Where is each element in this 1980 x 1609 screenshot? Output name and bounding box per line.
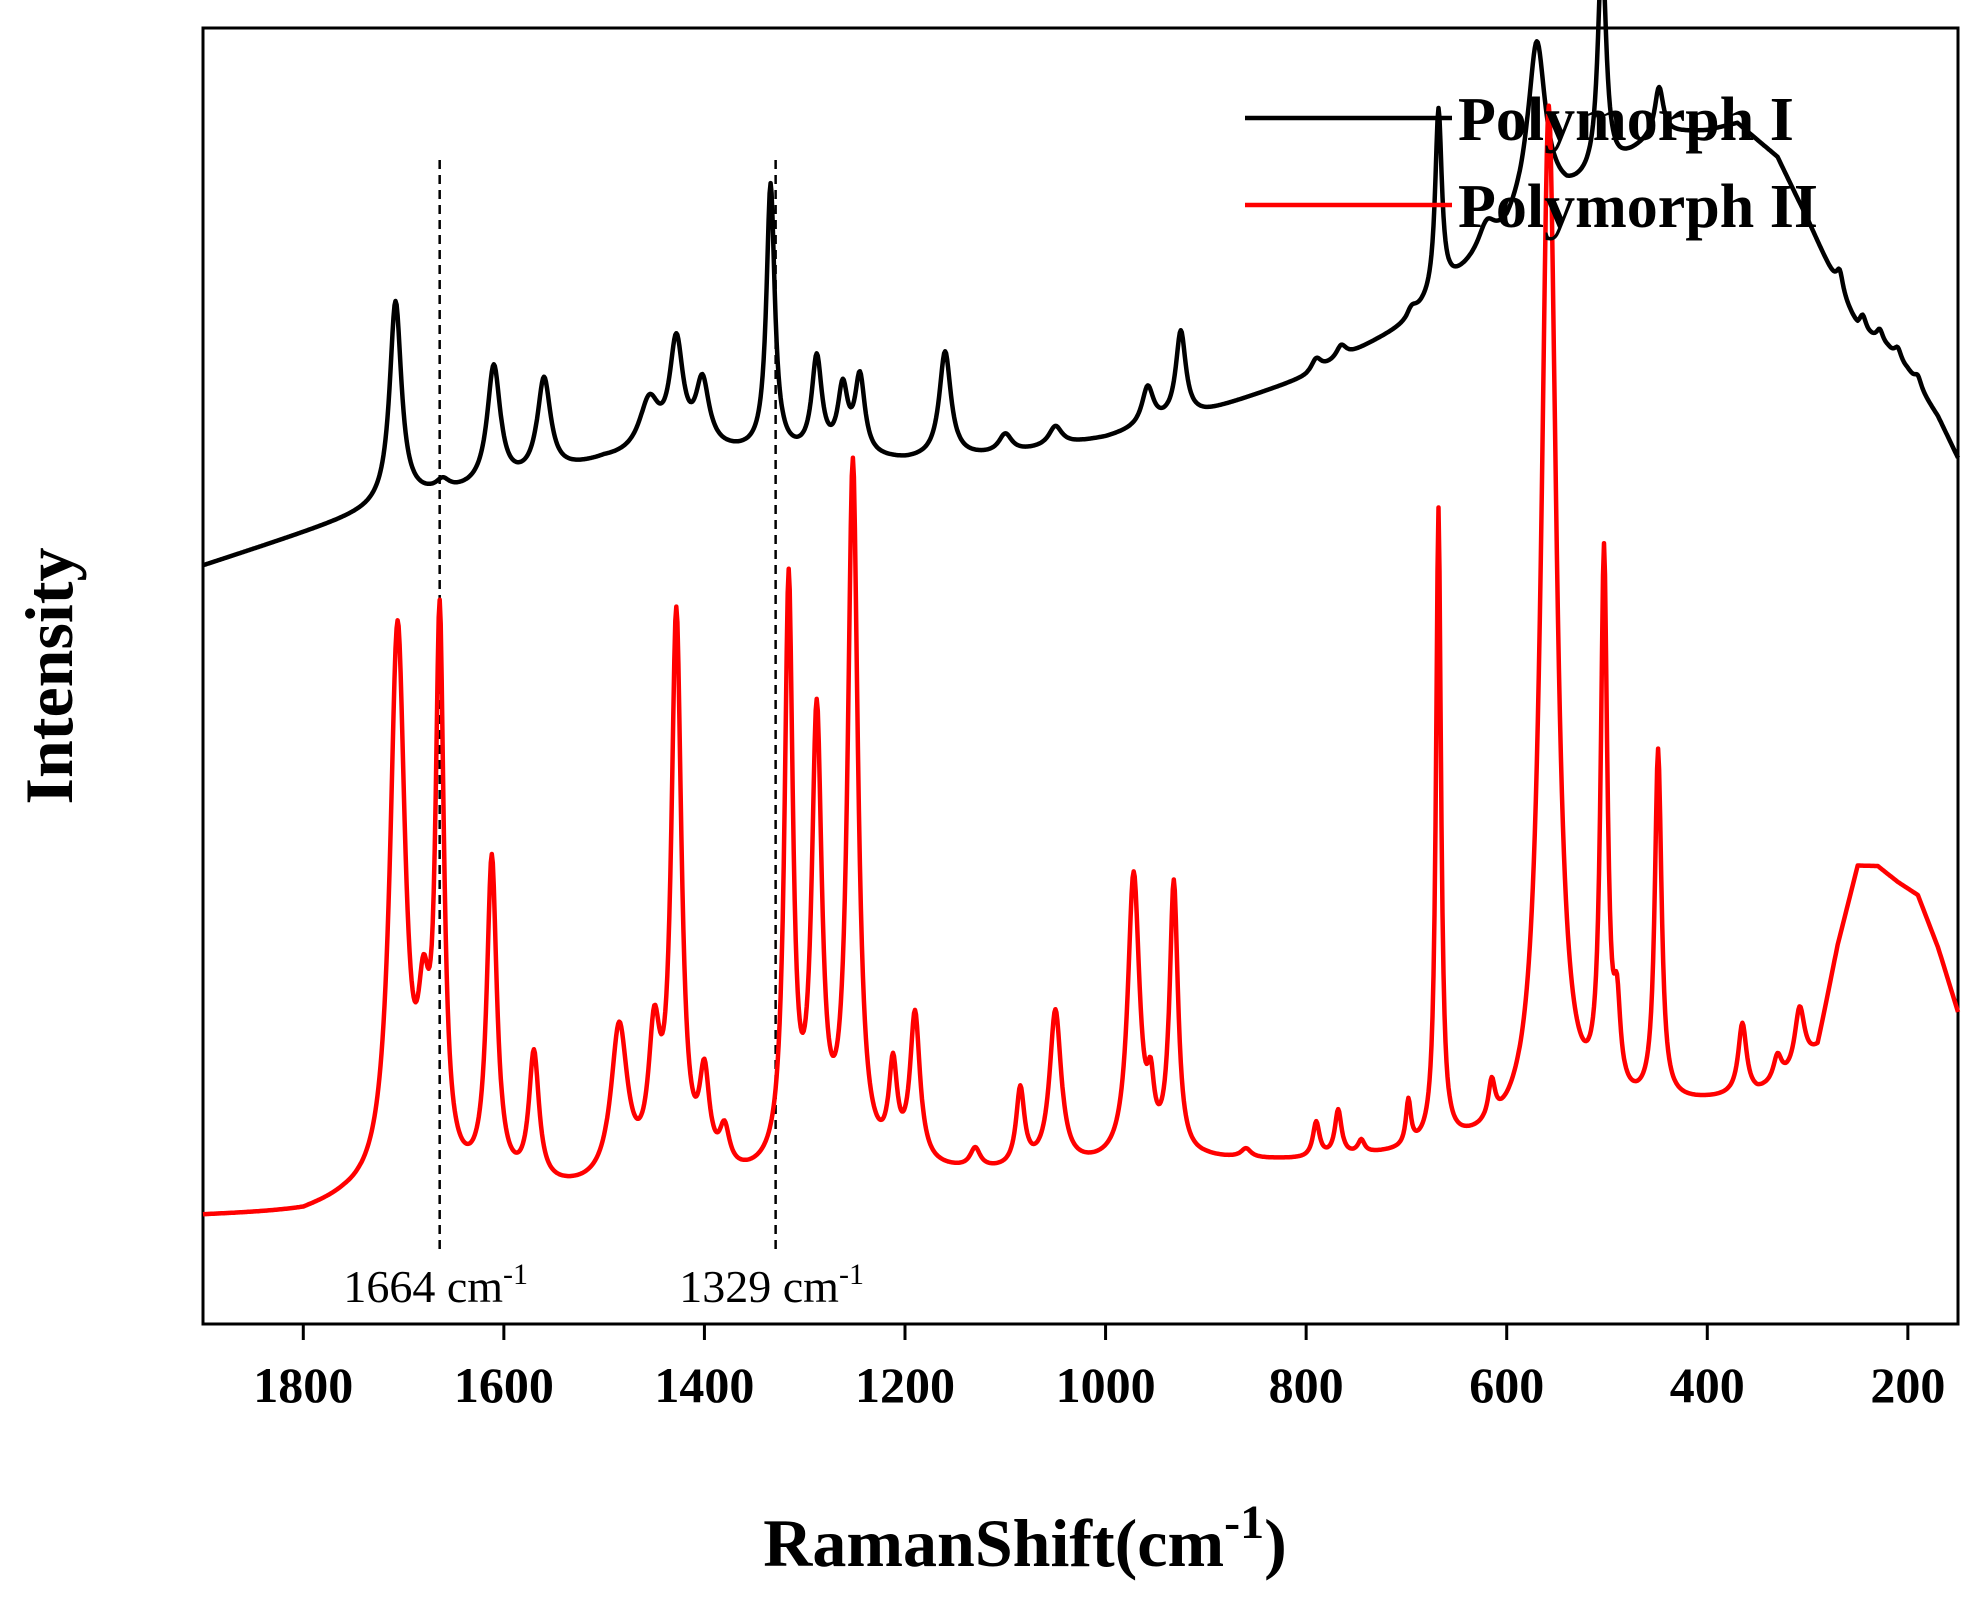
x-tick-label-1400: 1400	[654, 1357, 754, 1413]
x-axis-title-sup: -1	[1224, 1496, 1264, 1549]
x-tick-label-200: 200	[1870, 1357, 1945, 1413]
annotation-sup-1664: -1	[503, 1258, 528, 1291]
series-line-polymorph-ii	[201, 103, 1961, 1217]
annotation-label-1664: 1664 cm-1	[343, 1258, 528, 1312]
x-tick-label-1800: 1800	[253, 1357, 353, 1413]
annotation-text-1329: 1329 cm	[679, 1261, 839, 1312]
x-axis-title-main: RamanShift(cm	[763, 1505, 1224, 1581]
annotation-text-1664: 1664 cm	[343, 1261, 503, 1312]
plot-frame	[201, 26, 1960, 1326]
x-axis-title-end: )	[1264, 1505, 1287, 1581]
y-axis-title: Intensity	[11, 548, 87, 805]
annotation-sup-1329: -1	[839, 1258, 864, 1291]
x-tick-label-1000: 1000	[1056, 1357, 1156, 1413]
x-tick-label-800: 800	[1269, 1357, 1344, 1413]
annotation-label-1329: 1329 cm-1	[679, 1258, 864, 1312]
x-axis-title: RamanShift(cm-1)	[763, 1496, 1287, 1581]
x-tick-label-1200: 1200	[855, 1357, 955, 1413]
x-tick-label-1600: 1600	[454, 1357, 554, 1413]
series-line-polymorph-i	[201, 0, 1961, 568]
legend-label-polymorph-ii: Polymorph II	[1458, 173, 1818, 241]
legend: Polymorph I Polymorph II	[1245, 86, 1818, 241]
x-tick-label-400: 400	[1670, 1357, 1745, 1413]
legend-label-polymorph-i: Polymorph I	[1458, 86, 1794, 154]
x-tick-label-600: 600	[1469, 1357, 1544, 1413]
